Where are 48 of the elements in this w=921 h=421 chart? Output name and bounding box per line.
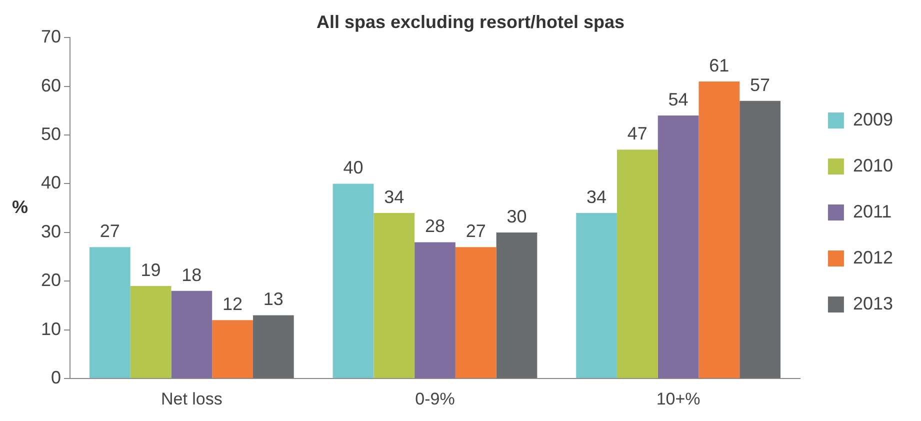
y-tick-label: 50 (40, 124, 62, 144)
legend-label: 2010 (852, 155, 894, 176)
data-label: 61 (709, 55, 730, 76)
data-label: 47 (627, 124, 648, 144)
bar (171, 290, 212, 378)
data-label: 40 (343, 158, 364, 178)
y-tick-label: 20 (40, 270, 62, 290)
bar (496, 232, 538, 378)
bar (332, 184, 374, 378)
data-label: 34 (384, 186, 404, 207)
bar (374, 212, 415, 378)
bar (212, 320, 253, 378)
data-label: 54 (668, 90, 688, 110)
bar (616, 150, 658, 378)
data-label: 28 (424, 216, 446, 236)
data-label: 19 (140, 260, 161, 280)
y-tick-label: 40 (40, 172, 62, 193)
legend-label: 2013 (852, 293, 894, 314)
x-tick-label: 10+% (656, 389, 700, 408)
legend-label: 2009 (852, 109, 894, 130)
data-label: 30 (506, 206, 527, 226)
y-tick-label: 0 (51, 368, 62, 388)
y-tick-label: 60 (40, 75, 62, 96)
bar (455, 247, 496, 378)
chart-title: All spas excluding resort/hotel spas (316, 12, 625, 32)
bar (130, 286, 172, 378)
data-label: 34 (586, 186, 607, 207)
x-tick-label: 0-9% (415, 389, 455, 408)
y-tick-label: 10 (40, 318, 62, 339)
data-label: 18 (182, 264, 202, 285)
data-label: 27 (466, 221, 486, 242)
legend-label: 2012 (852, 247, 894, 268)
bar (740, 100, 780, 378)
bar (252, 315, 294, 378)
data-label: 57 (750, 74, 770, 95)
bar (576, 212, 617, 378)
y-tick-label: 70 (40, 26, 62, 47)
data-label: 12 (222, 294, 243, 314)
bar (698, 81, 740, 378)
y-axis-title: % (12, 197, 28, 218)
bar (89, 247, 130, 378)
y-tick-label: 30 (40, 221, 62, 242)
data-label: 13 (263, 289, 284, 310)
data-label: 27 (100, 221, 120, 242)
bar (658, 116, 699, 378)
legend-label: 2011 (852, 201, 892, 222)
x-tick-label: Net loss (160, 389, 222, 408)
bar (414, 242, 456, 378)
